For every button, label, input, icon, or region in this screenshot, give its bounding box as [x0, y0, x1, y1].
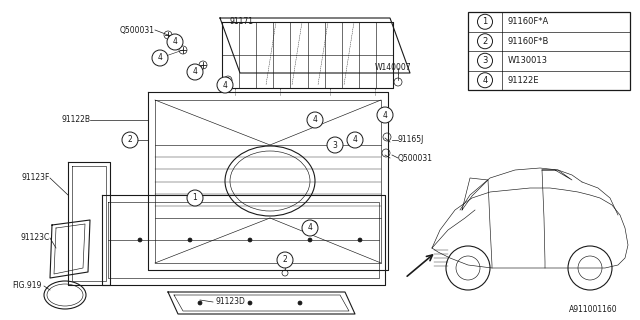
Text: 91123D: 91123D — [215, 298, 245, 307]
Circle shape — [358, 238, 362, 242]
Text: W140007: W140007 — [375, 63, 412, 73]
Circle shape — [307, 112, 323, 128]
Circle shape — [152, 50, 168, 66]
Text: 91122B: 91122B — [61, 116, 90, 124]
Circle shape — [308, 238, 312, 242]
Text: A911001160: A911001160 — [570, 306, 618, 315]
Circle shape — [188, 238, 192, 242]
Text: 3: 3 — [333, 140, 337, 149]
Text: Q500031: Q500031 — [398, 154, 433, 163]
Text: 2: 2 — [283, 255, 287, 265]
Text: 2: 2 — [127, 135, 132, 145]
Text: 91123F: 91123F — [22, 173, 50, 182]
Text: 4: 4 — [193, 68, 197, 76]
Text: 1: 1 — [193, 194, 197, 203]
Circle shape — [477, 53, 493, 68]
Circle shape — [187, 64, 203, 80]
Text: 4: 4 — [383, 110, 387, 119]
Text: W130013: W130013 — [508, 56, 548, 65]
Text: 2: 2 — [483, 37, 488, 46]
Text: 91165J: 91165J — [398, 135, 424, 145]
Text: 91160F*A: 91160F*A — [508, 17, 549, 26]
Text: 4: 4 — [223, 81, 227, 90]
Text: 4: 4 — [173, 37, 177, 46]
Text: 91160F*B: 91160F*B — [508, 37, 549, 46]
Circle shape — [198, 301, 202, 305]
Text: 4: 4 — [157, 53, 163, 62]
Bar — [468, 12, 630, 90]
Circle shape — [477, 14, 493, 29]
Text: 4: 4 — [483, 76, 488, 85]
Circle shape — [217, 77, 233, 93]
Text: 91171: 91171 — [230, 18, 254, 27]
Circle shape — [187, 190, 203, 206]
Circle shape — [477, 34, 493, 49]
Circle shape — [327, 137, 343, 153]
Circle shape — [302, 220, 318, 236]
Circle shape — [248, 301, 252, 305]
Text: Q500031: Q500031 — [120, 26, 155, 35]
Circle shape — [477, 73, 493, 88]
Circle shape — [138, 238, 142, 242]
Text: 91123C: 91123C — [20, 234, 50, 243]
Text: 91122E: 91122E — [508, 76, 540, 85]
Circle shape — [122, 132, 138, 148]
Text: 3: 3 — [483, 56, 488, 65]
Text: 4: 4 — [353, 135, 357, 145]
Circle shape — [377, 107, 393, 123]
Circle shape — [248, 238, 252, 242]
Text: 4: 4 — [308, 223, 312, 233]
Circle shape — [347, 132, 363, 148]
Text: 4: 4 — [312, 116, 317, 124]
Circle shape — [277, 252, 293, 268]
Text: FIG.919: FIG.919 — [13, 282, 42, 291]
Circle shape — [167, 34, 183, 50]
Circle shape — [298, 301, 302, 305]
Text: 1: 1 — [483, 17, 488, 26]
